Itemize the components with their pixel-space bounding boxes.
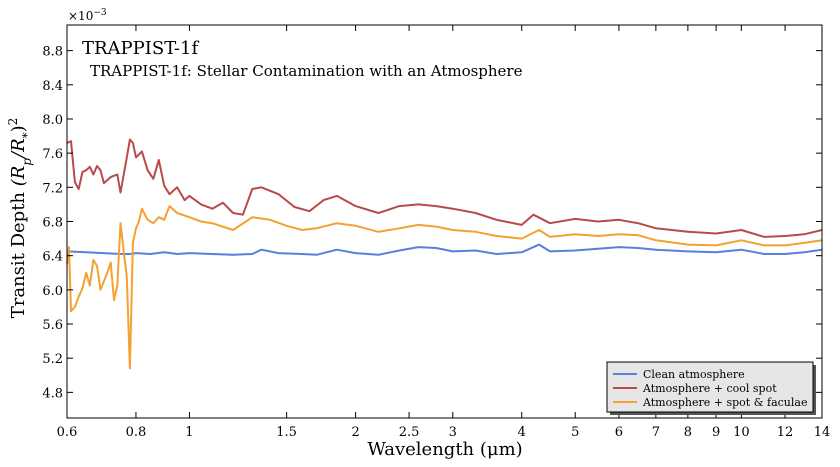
x-tick-label: 8	[684, 425, 692, 440]
y-tick-label: 6.8	[42, 216, 63, 231]
x-tick-label: 4	[518, 425, 526, 440]
x-tick-label: 0.8	[126, 425, 147, 440]
y-tick-label: 8.8	[42, 45, 63, 60]
x-tick-label: 1	[185, 425, 193, 440]
x-tick-label: 12	[777, 425, 794, 440]
x-axis-label: Wavelength (μm)	[367, 439, 522, 460]
x-tick-label: 2.5	[399, 425, 420, 440]
legend-box	[606, 361, 814, 413]
y-axis-label: Transit Depth (Rp/R*)2	[6, 118, 34, 319]
legend-entry-3: Atmosphere + spot & faculae	[642, 396, 807, 409]
ticks-layer: 0.6 0.8 1 1.5 2 2.5 3 4 5 6 7 8 9 10 12 14 4.8 5.2 5.6 6.0 6…	[42, 25, 830, 440]
y-tick-label: 7.6	[42, 147, 63, 162]
series-layer	[66, 138, 823, 370]
x-tick-label: 5	[571, 425, 579, 440]
y-tick-label: 6.0	[42, 284, 63, 299]
x-tick-label: 7	[652, 425, 660, 440]
y-tick-label: 7.2	[42, 181, 63, 196]
x-tick-label: 3	[449, 425, 457, 440]
chart-title: TRAPPIST-1f: Stellar Contamination with …	[90, 62, 523, 80]
x-tick-label: 14	[814, 425, 831, 440]
y-tick-label: 8.0	[42, 113, 63, 128]
x-tick-label: 9	[712, 425, 720, 440]
legend-entry-2: Atmosphere + cool spot	[642, 382, 777, 395]
y-offset-label: ×10−3	[68, 8, 107, 23]
x-tick-label: 2	[351, 425, 359, 440]
x-tick-label: 1.5	[276, 425, 297, 440]
y-tick-label: 5.2	[42, 352, 63, 367]
x-tick-label: 10	[733, 425, 750, 440]
series-line-2	[66, 138, 823, 238]
x-tick-label: 0.6	[57, 425, 78, 440]
y-tick-label: 5.6	[42, 318, 63, 333]
y-tick-label: 4.8	[42, 386, 63, 401]
x-tick-label: 6	[615, 425, 623, 440]
y-tick-label: 6.4	[42, 250, 63, 265]
legend-entry-1: Clean atmosphere	[643, 368, 745, 381]
planet-label: TRAPPIST-1f	[82, 38, 199, 59]
series-line-3	[66, 205, 823, 370]
y-tick-label: 8.4	[42, 79, 63, 94]
series-line-1	[66, 243, 823, 256]
plot-frame	[66, 24, 823, 419]
